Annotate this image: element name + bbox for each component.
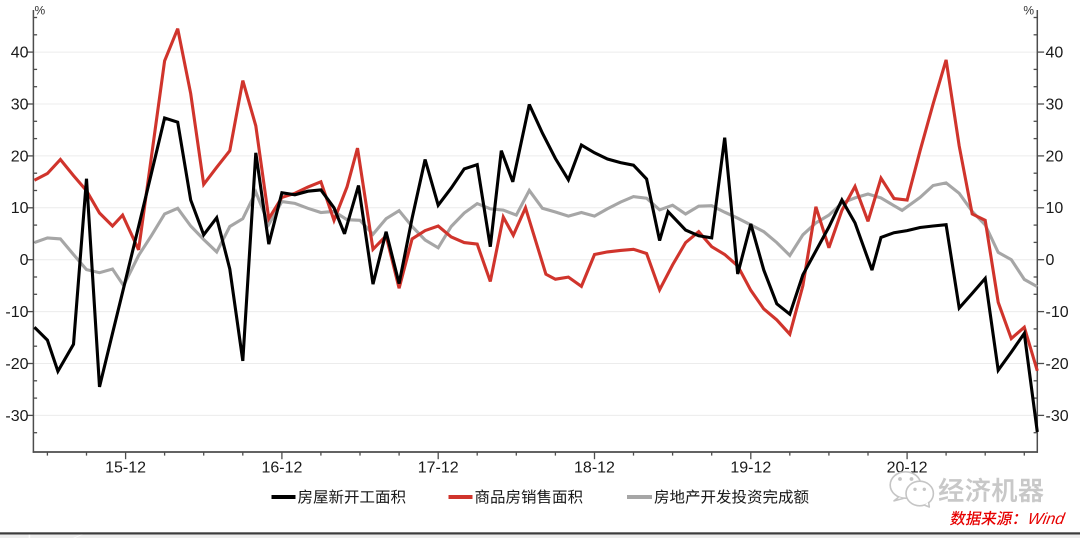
svg-text:19-12: 19-12 bbox=[730, 460, 771, 477]
svg-text:40: 40 bbox=[11, 45, 29, 62]
svg-text:15-12: 15-12 bbox=[105, 460, 146, 477]
svg-text:20-12: 20-12 bbox=[887, 460, 928, 477]
svg-text:30: 30 bbox=[1046, 96, 1064, 113]
svg-text:-10: -10 bbox=[1046, 304, 1069, 321]
svg-text:0: 0 bbox=[20, 252, 29, 269]
svg-text:16-12: 16-12 bbox=[261, 460, 302, 477]
svg-text:17-12: 17-12 bbox=[418, 460, 459, 477]
svg-text:20: 20 bbox=[11, 148, 29, 165]
svg-text:30: 30 bbox=[11, 96, 29, 113]
svg-text:18-12: 18-12 bbox=[574, 460, 615, 477]
svg-text:-30: -30 bbox=[1046, 408, 1069, 425]
svg-text:20: 20 bbox=[1046, 148, 1064, 165]
svg-text:10: 10 bbox=[1046, 200, 1064, 217]
svg-text:%: % bbox=[35, 4, 46, 18]
svg-text:10: 10 bbox=[11, 200, 29, 217]
svg-text:-20: -20 bbox=[5, 356, 28, 373]
svg-text:-20: -20 bbox=[1046, 356, 1069, 373]
svg-text:-10: -10 bbox=[5, 304, 28, 321]
svg-text:-30: -30 bbox=[5, 408, 28, 425]
svg-text:0: 0 bbox=[1046, 252, 1055, 269]
svg-text:%: % bbox=[1023, 4, 1034, 18]
svg-text:40: 40 bbox=[1046, 45, 1064, 62]
